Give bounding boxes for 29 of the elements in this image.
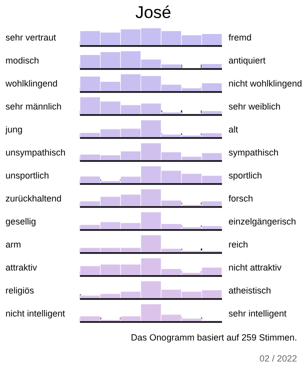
text: 02 / 2022: [259, 354, 297, 364]
y2-axis-title: sehr intelligent: [228, 308, 288, 318]
chart-title: José: [135, 3, 172, 22]
y2-axis-title: nicht attraktiv: [228, 262, 282, 272]
y2-axis-title: alt: [228, 124, 239, 134]
y2-axis-title: antiquiert: [228, 56, 266, 66]
y-axis-title: sehr männlich: [6, 102, 62, 112]
y-axis-title: zurückhaltend: [6, 194, 62, 204]
y-axis-title: gesellig: [6, 216, 36, 226]
y2-axis-title: reich: [228, 240, 248, 250]
y-axis-title: attraktiv: [6, 262, 38, 272]
y2-axis-title: fremd: [228, 32, 252, 42]
y-axis-title: jung: [4, 124, 23, 134]
y2-axis-title: atheistisch: [228, 286, 272, 296]
y-axis-title: unsympathisch: [6, 148, 66, 158]
y-axis-title: modisch: [6, 56, 40, 66]
y2-axis-title: sportlich: [228, 170, 262, 180]
y-axis-title: nicht intelligent: [6, 308, 66, 318]
y-axis-title: religiös: [6, 286, 35, 296]
y2-axis-title: forsch: [228, 194, 254, 204]
y-axis-title: unsportlich: [6, 170, 50, 180]
y2-axis-title: einzelgängerisch: [228, 216, 296, 226]
y2-axis-title: nicht wohlklingend: [228, 78, 302, 88]
text: Das Onogramm basiert auf 259 Stimmen.: [130, 332, 297, 342]
y-axis-title: sehr vertraut: [6, 32, 57, 42]
y-axis-title: wohlklingend: [4, 78, 58, 88]
y2-axis-title: sympathisch: [228, 148, 279, 158]
y-axis-title: arm: [6, 240, 21, 250]
y2-axis-title: sehr weiblich: [228, 102, 281, 112]
